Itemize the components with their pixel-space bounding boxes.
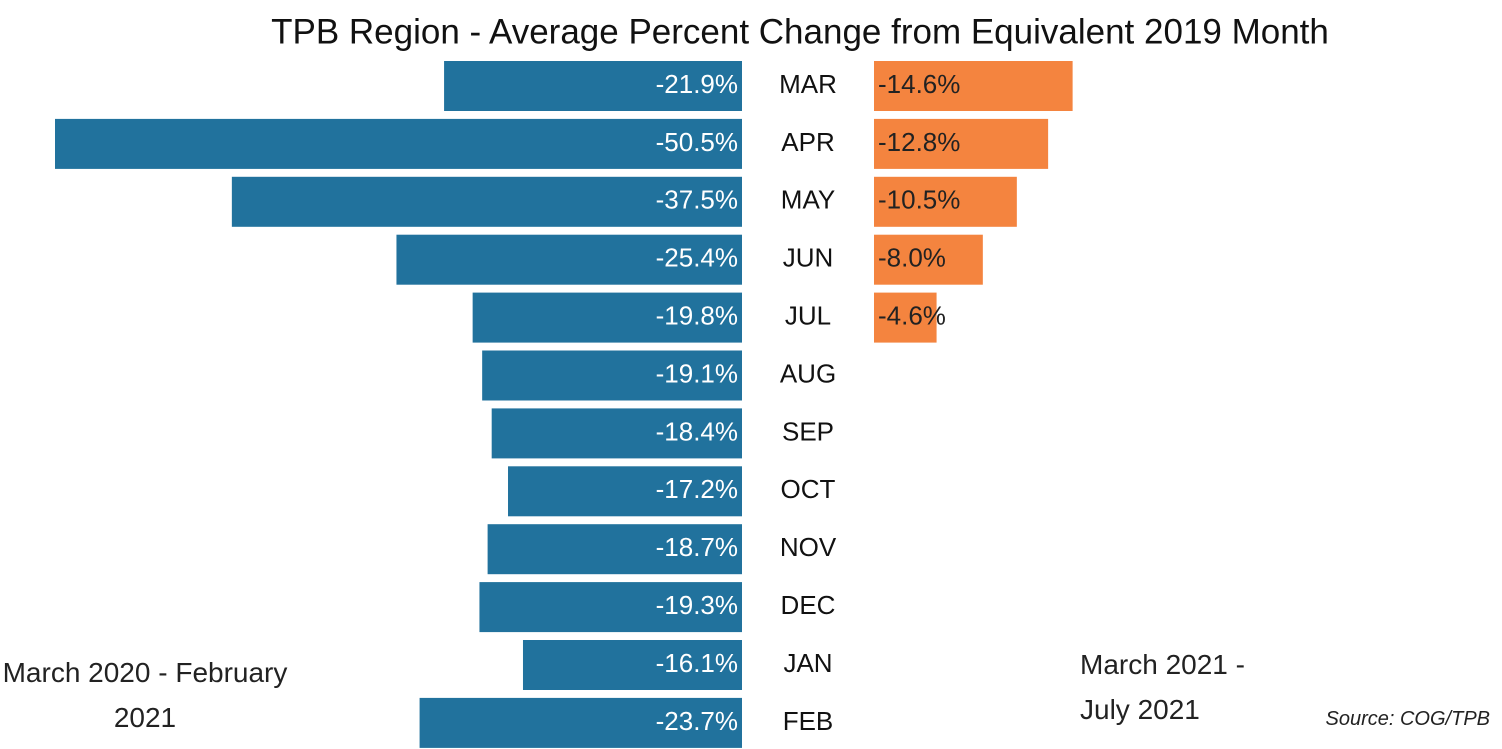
data-label: -14.6% <box>878 69 960 99</box>
data-label: -19.1% <box>656 358 738 388</box>
bar <box>231 176 742 227</box>
bar <box>874 176 1017 227</box>
category-label: NOV <box>780 532 837 562</box>
category-label: MAR <box>779 69 837 99</box>
bar <box>874 61 1073 111</box>
category-label: FEB <box>783 706 834 736</box>
data-label: -50.5% <box>656 127 738 157</box>
data-label: -8.0% <box>878 243 946 273</box>
data-label: -23.7% <box>656 706 738 736</box>
bar <box>472 292 742 343</box>
bar <box>419 697 742 748</box>
legend-left: March 2020 - February 2021 <box>2 657 288 733</box>
category-label: JAN <box>783 648 832 678</box>
bar <box>491 408 742 459</box>
data-label: -18.7% <box>656 532 738 562</box>
data-label: -17.2% <box>656 474 738 504</box>
bar <box>396 234 742 285</box>
bar <box>508 466 742 517</box>
data-label: -25.4% <box>656 243 738 273</box>
category-label: SEP <box>782 416 834 446</box>
bar <box>487 524 742 575</box>
bar <box>482 350 742 401</box>
data-label: -4.6% <box>878 300 946 330</box>
bar <box>444 61 742 111</box>
bar <box>479 582 742 633</box>
category-label: OCT <box>781 474 836 504</box>
data-label: -18.4% <box>656 416 738 446</box>
category-label: MAY <box>781 185 835 215</box>
category-label: JUN <box>783 243 834 273</box>
bar <box>874 292 937 343</box>
category-label: AUG <box>780 358 836 388</box>
chart-title: TPB Region - Average Percent Change from… <box>271 12 1329 51</box>
bar <box>874 234 983 285</box>
data-label: -19.3% <box>656 590 738 620</box>
data-label: -19.8% <box>656 300 738 330</box>
category-label: APR <box>781 127 834 157</box>
bar <box>55 118 742 169</box>
data-label: -10.5% <box>878 185 960 215</box>
category-label: DEC <box>781 590 836 620</box>
data-label: -21.9% <box>656 69 738 99</box>
source-note: Source: COG/TPB <box>1325 708 1491 730</box>
bar <box>522 640 742 690</box>
bar <box>874 118 1049 169</box>
data-label: -12.8% <box>878 127 960 157</box>
category-label: JUL <box>785 300 831 330</box>
data-label: -37.5% <box>656 185 738 215</box>
data-label: -16.1% <box>656 648 738 678</box>
legend-right: March 2021 - July 2021 <box>1080 649 1245 725</box>
